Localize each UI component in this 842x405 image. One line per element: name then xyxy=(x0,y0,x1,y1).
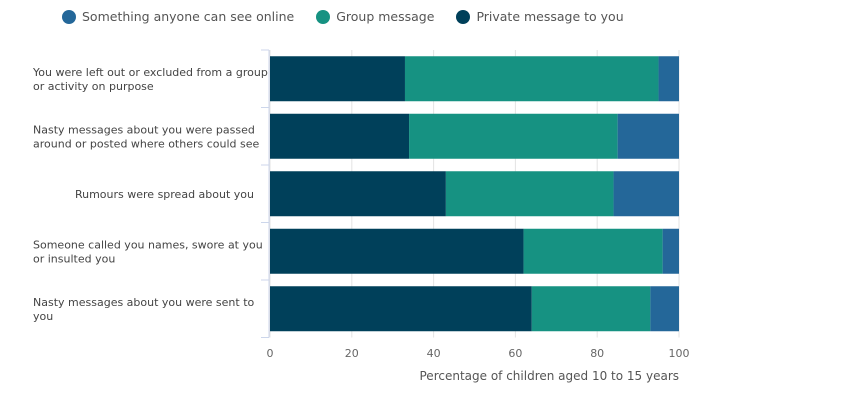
legend-swatch xyxy=(316,9,331,24)
legend-item[interactable]: Private message to you xyxy=(456,9,624,24)
legend-label: Private message to you xyxy=(476,9,624,24)
bar-segment-something-anyone-can-see-online xyxy=(658,56,679,102)
bar-segment-something-anyone-can-see-online xyxy=(662,228,679,274)
x-tick-label: 20 xyxy=(345,347,359,360)
x-tick-label: 80 xyxy=(590,347,604,360)
x-tick-label: 100 xyxy=(669,347,690,360)
legend-item[interactable]: Group message xyxy=(316,9,434,24)
x-tick-label: 0 xyxy=(267,347,274,360)
category-label: Rumours were spread about you xyxy=(75,188,254,201)
category-label: You were left out or excluded from a gro… xyxy=(32,66,268,93)
bar-segment-group-message xyxy=(445,171,614,217)
legend-swatch xyxy=(62,9,76,24)
x-axis-label: Percentage of children aged 10 to 15 yea… xyxy=(420,369,680,383)
bar-segment-private-message-to-you xyxy=(270,113,410,159)
bar-segment-private-message-to-you xyxy=(270,56,405,102)
category-label: Someone called you names, swore at you or… xyxy=(33,238,263,265)
category-label: Nasty messages about you were passed arou… xyxy=(33,123,260,150)
bar-segment-group-message xyxy=(409,113,618,159)
bar-segment-something-anyone-can-see-online xyxy=(617,113,679,159)
legend-label: Something anyone can see online xyxy=(82,9,295,24)
bar-segment-group-message xyxy=(531,286,651,332)
legend-item[interactable]: Something anyone can see online xyxy=(62,9,294,24)
bar-segment-something-anyone-can-see-online xyxy=(613,171,679,217)
bar-segment-group-message xyxy=(523,228,663,274)
bar-segment-something-anyone-can-see-online xyxy=(650,286,679,332)
legend-swatch xyxy=(456,9,471,24)
bar-segment-private-message-to-you xyxy=(270,171,446,217)
category-label: Nasty messages about you were sent to you xyxy=(33,296,255,323)
x-tick-label: 40 xyxy=(427,347,441,360)
legend: Something anyone can see online Group mes… xyxy=(62,9,624,24)
bar-segment-private-message-to-you xyxy=(270,228,524,274)
bar-segment-private-message-to-you xyxy=(270,286,532,332)
x-tick-label: 60 xyxy=(508,347,522,360)
bar-segment-group-message xyxy=(404,56,659,102)
legend-label: Group message xyxy=(336,9,435,24)
